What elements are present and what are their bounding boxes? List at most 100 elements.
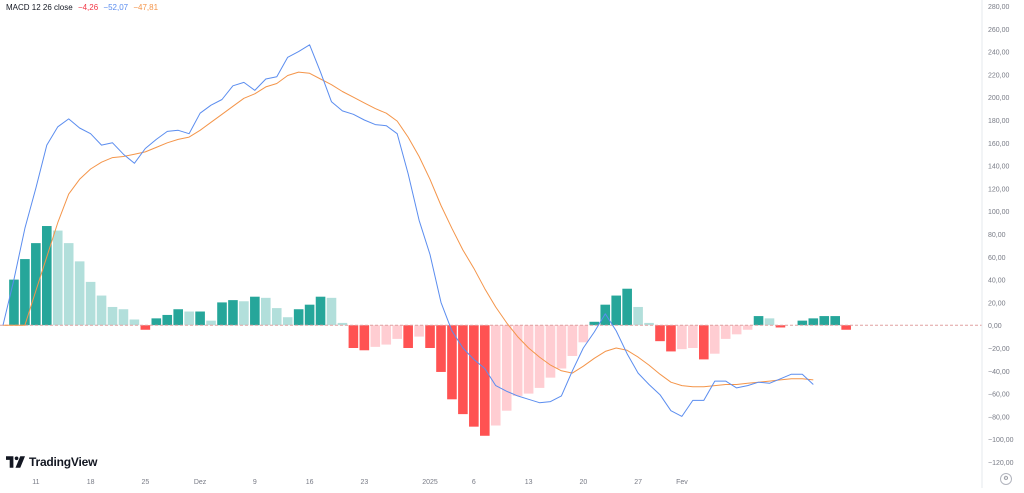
histogram-bar [567,325,578,356]
y-tick-label: 140,00 [988,164,1010,171]
histogram-bar [447,325,457,400]
histogram-bar [52,230,63,326]
y-tick-label: −80,00 [988,414,1010,421]
histogram-bar [611,295,621,326]
histogram-bar [403,325,413,348]
histogram-bar [9,279,19,326]
histogram-bar [195,311,205,326]
x-tick-label: 16 [306,479,314,486]
histogram-bar [753,316,764,326]
y-axis: 280,00 260,00 240,00 220,00 200,00 180,00 160,… [981,0,1014,488]
x-axis: 11 18 25 Dez 9 16 23 2025 6 13 20 27 Fev [32,479,688,486]
histogram-bar [261,297,271,326]
histogram-bar [381,325,392,345]
y-tick-label: 260,00 [988,27,1010,34]
y-tick-label: 240,00 [988,50,1010,57]
y-tick-label: 160,00 [988,141,1010,148]
legend-macd-value: −52,07 [103,3,129,12]
gear-icon[interactable]: ⚙ [1000,473,1012,485]
macd-series [2,44,814,417]
y-tick-label: −120,00 [988,460,1014,467]
histogram-bar [578,325,589,343]
x-tick-label: 23 [360,479,368,486]
y-tick-label: 60,00 [988,255,1006,262]
histogram-bar [720,325,731,339]
y-tick-label: −100,00 [988,437,1014,444]
histogram-bar [228,300,238,326]
histogram-bar [819,316,830,326]
histogram-bar [709,325,720,354]
histogram-bar [688,325,698,348]
histogram-bar [63,243,74,326]
histogram-bar [151,318,162,326]
histogram-bar [600,304,611,326]
histogram-bar [293,309,304,326]
histogram-bar [808,318,819,326]
histogram-bar [841,325,851,330]
histogram-bar [239,301,249,326]
y-tick-label: 80,00 [988,232,1006,239]
x-tick-label: 2025 [422,479,438,486]
tradingview-logo[interactable]: TradingView [6,455,97,469]
y-tick-label: −20,00 [988,346,1010,353]
y-tick-label: 100,00 [988,209,1010,216]
histogram-bar [797,320,808,326]
histogram-bar [699,325,709,360]
histogram-bar [392,325,402,339]
histogram-bar [545,325,556,378]
macd-line [2,44,814,417]
x-tick-label: 11 [32,479,39,486]
histogram-bar [217,302,227,326]
histogram-bar [250,296,260,326]
y-tick-label: 120,00 [988,186,1010,193]
histogram-bar [458,325,468,415]
x-tick-label: 20 [579,479,587,486]
histogram-bar [129,319,140,326]
histogram-bar [118,309,129,326]
histogram-bar [469,325,479,427]
tradingview-logo-icon [6,456,25,468]
y-tick-label: 200,00 [988,95,1010,102]
histogram-bar [731,325,742,335]
signal-line [3,71,814,388]
indicator-legend[interactable]: MACD 12 26 close −4,26 −52,07 −47,81 [6,3,161,12]
x-tick-label: 13 [525,479,533,486]
legend-histogram-value: −4,26 [77,3,99,12]
legend-indicator-name: MACD 12 26 close [6,3,73,12]
x-tick-label: Dez [194,479,207,486]
histogram-bar [326,297,337,326]
histogram-bar [96,295,107,326]
histogram-bar [315,296,326,326]
histogram-bar [655,325,665,342]
signal-series [3,71,814,388]
histogram-bar [162,314,173,326]
y-tick-label: 20,00 [988,300,1006,307]
histogram-bar [677,325,687,350]
x-tick-label: 9 [253,479,257,486]
x-tick-label: 18 [87,479,95,486]
histogram-bar [282,317,293,326]
histogram-bar [622,288,632,326]
x-tick-label: 6 [472,479,476,486]
y-tick-label: 180,00 [988,118,1010,125]
histogram-bar [644,322,654,326]
histogram-bar [271,308,282,326]
histogram-bar [742,325,753,330]
histogram-bar [414,325,424,337]
histogram-bar [633,306,643,326]
histogram-bar [589,321,600,326]
histogram-bar [425,325,435,348]
logo-text: TradingView [29,455,98,469]
histogram-bar [501,325,512,411]
histogram-bar [107,306,118,326]
histogram-bar [775,325,786,328]
x-tick-label: Fev [676,479,688,486]
y-tick-label: −60,00 [988,392,1010,399]
legend-signal-value: −47,81 [133,3,159,12]
histogram-bar [512,325,523,396]
histogram-bar [42,226,52,326]
histogram-bar [20,259,30,326]
histogram-bar [348,325,359,348]
